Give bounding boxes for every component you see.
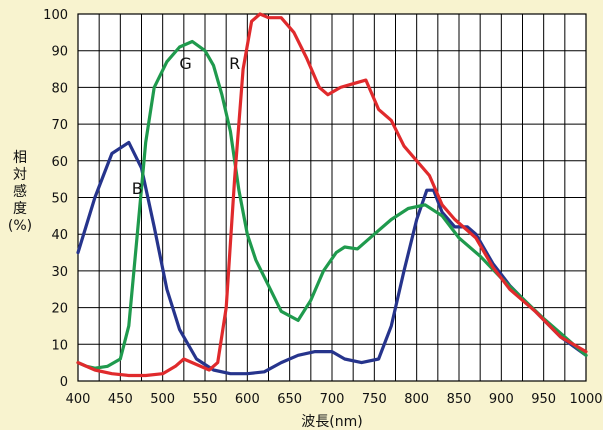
- series-line-g: [76, 39, 588, 370]
- x-tick-label: 850: [447, 392, 472, 407]
- series-label-b: B: [132, 179, 143, 198]
- series-label-g: G: [179, 54, 191, 73]
- x-axis-title: 波長(nm): [301, 414, 362, 430]
- y-tick-label: 20: [51, 302, 68, 317]
- y-tick-label: 50: [51, 192, 68, 207]
- plot-border: [77, 13, 587, 382]
- x-tick-label: 1000: [569, 392, 602, 407]
- x-tick-label: 900: [489, 392, 514, 407]
- y-axis-title: 相対感度(%): [8, 150, 32, 234]
- x-tick-label: 400: [66, 392, 91, 407]
- y-tick-label: 80: [51, 81, 68, 96]
- y-tick-label: 60: [51, 155, 68, 170]
- x-tick-label: 800: [404, 392, 429, 407]
- x-tick-label: 700: [320, 392, 345, 407]
- x-tick-label: 500: [150, 392, 175, 407]
- x-tick-label: 550: [193, 392, 218, 407]
- series-line-r: [76, 12, 588, 378]
- series-label-r: R: [229, 54, 240, 73]
- x-tick-label: 650: [277, 392, 302, 407]
- y-tick-label: 40: [51, 228, 68, 243]
- x-tick-label: 750: [362, 392, 387, 407]
- x-tick-label: 450: [108, 392, 133, 407]
- y-tick-label: 10: [51, 338, 68, 353]
- series-line-b: [76, 140, 588, 376]
- x-tick-label: 950: [531, 392, 556, 407]
- y-tick-label: 90: [51, 45, 68, 60]
- y-tick-label: 0: [60, 375, 68, 390]
- x-tick-label: 600: [235, 392, 260, 407]
- y-tick-label: 30: [51, 265, 68, 280]
- y-tick-label: 70: [51, 118, 68, 133]
- y-tick-label: 100: [43, 8, 68, 23]
